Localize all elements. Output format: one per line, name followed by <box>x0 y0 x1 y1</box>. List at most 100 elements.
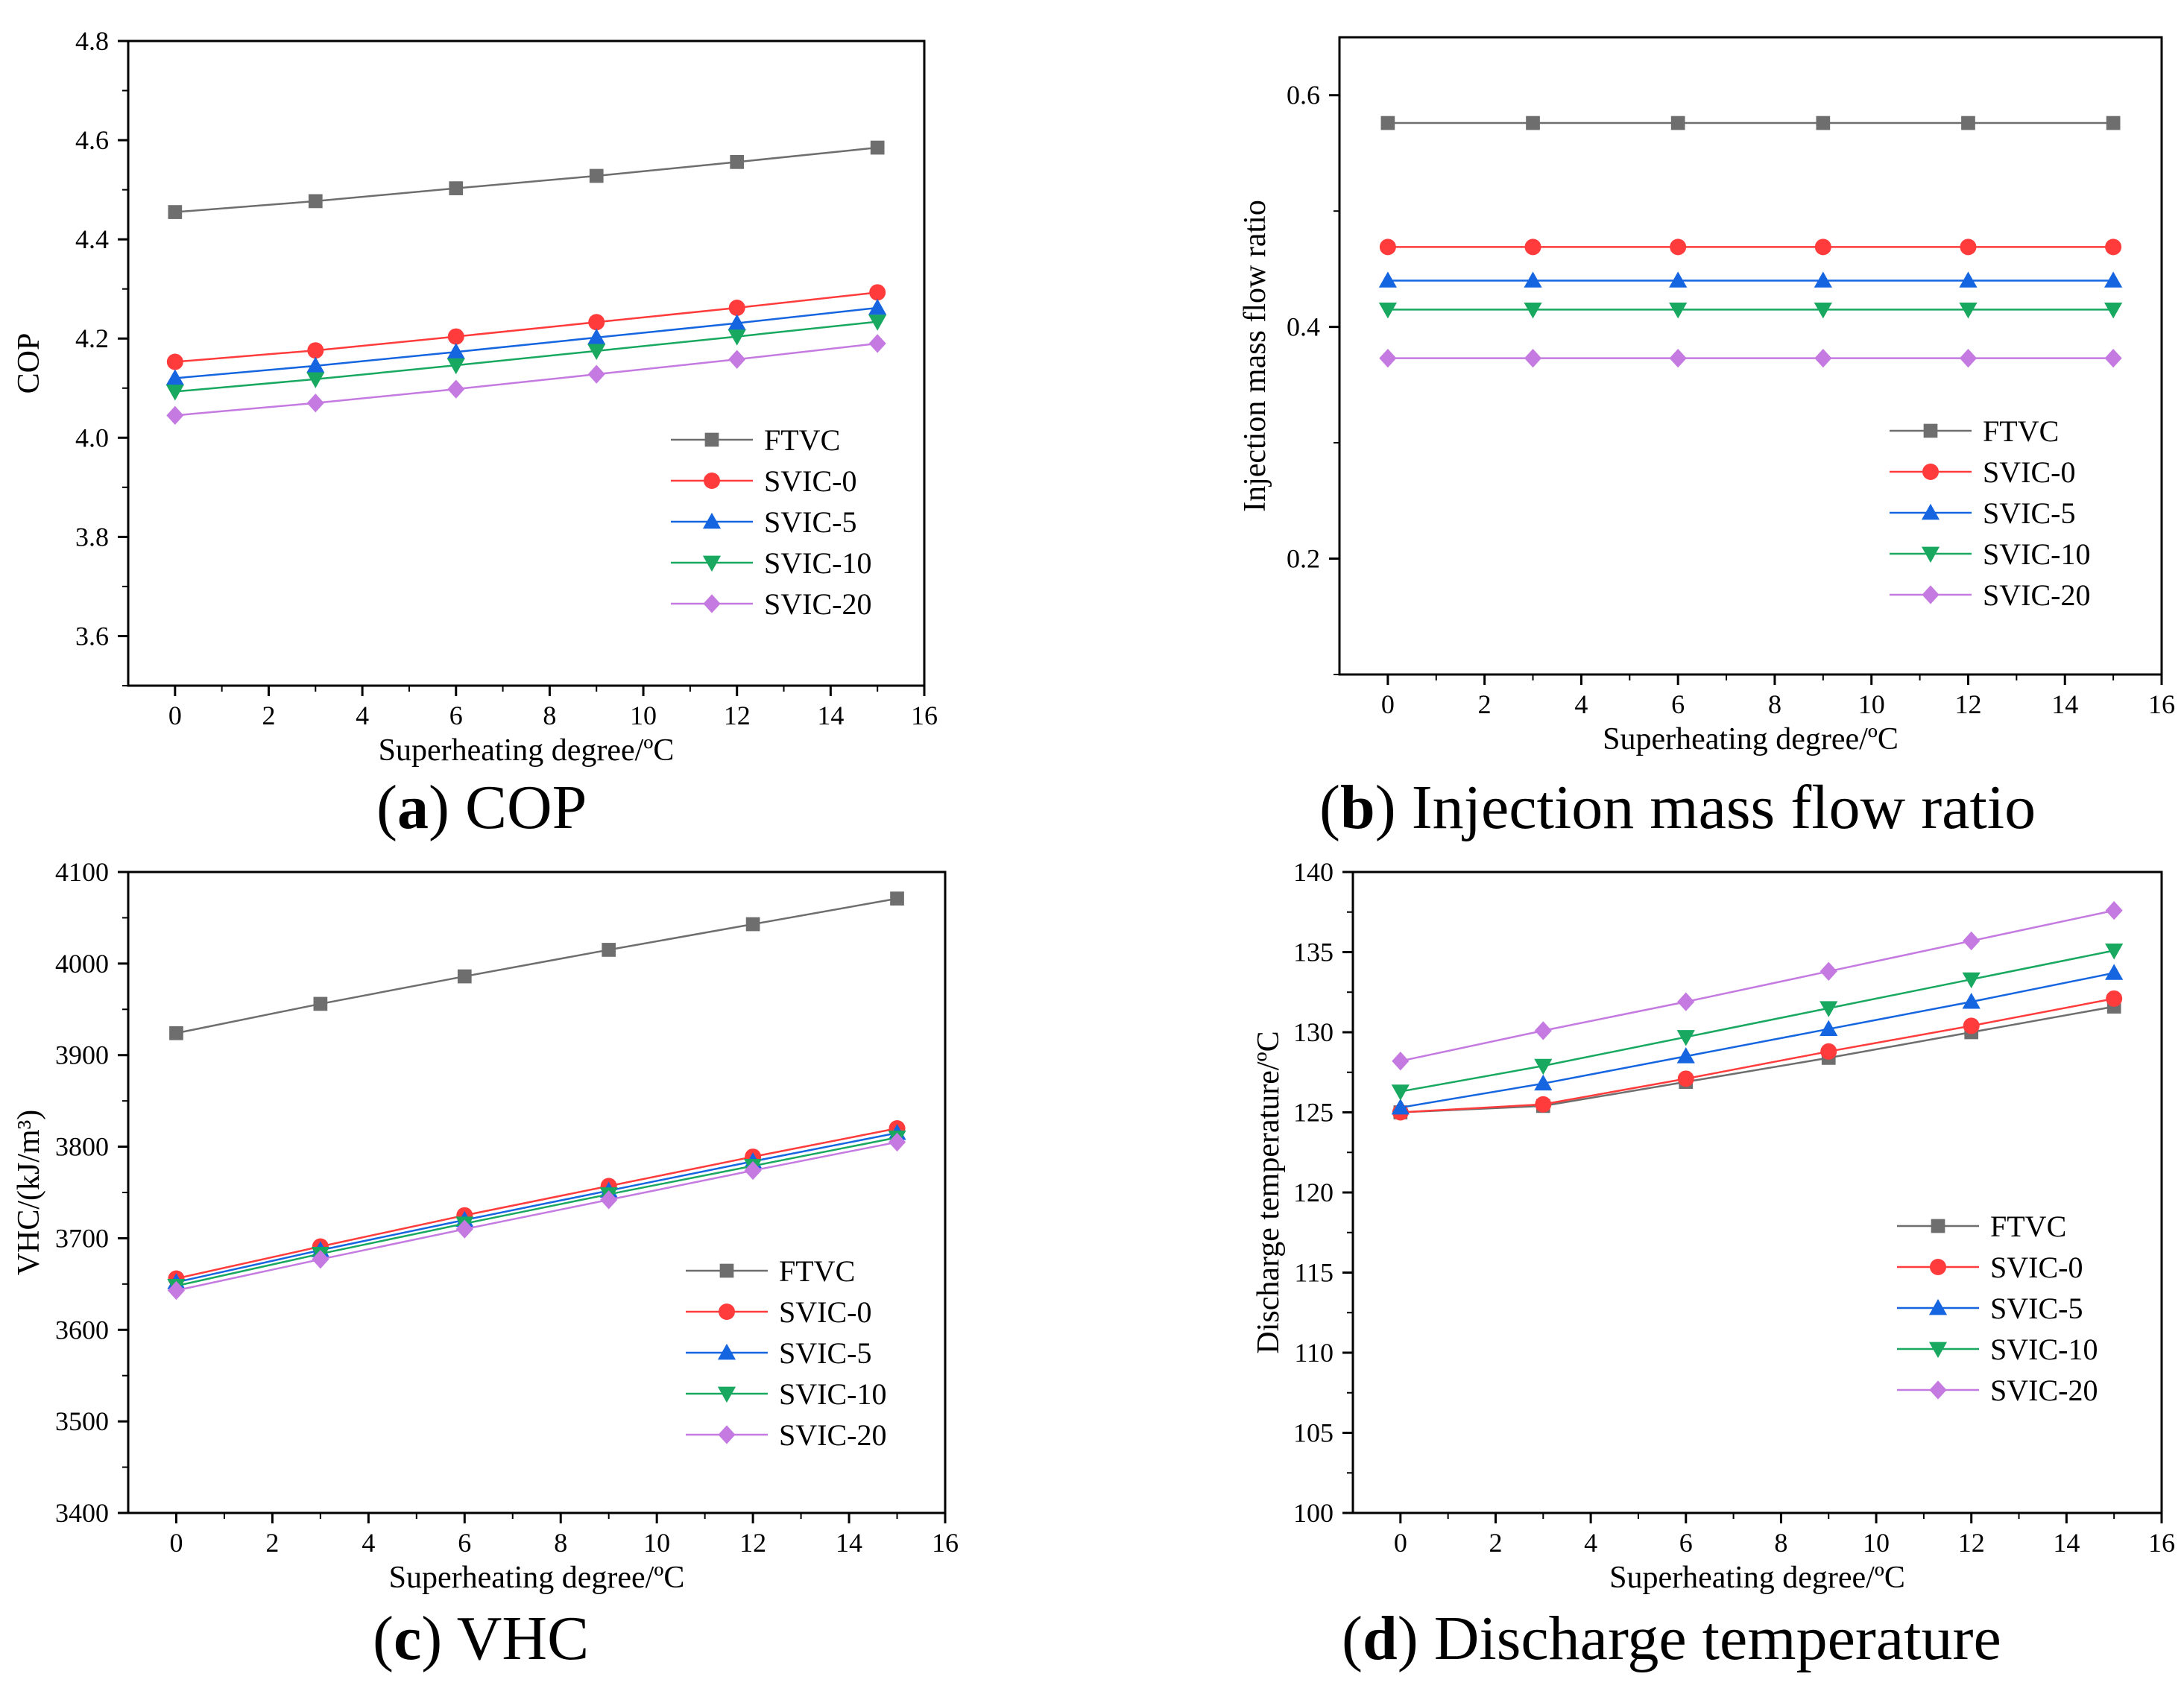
x-tick-label: 10 <box>1863 1528 1890 1558</box>
data-point-svic-20 <box>2105 900 2123 920</box>
data-point-ftvc <box>313 996 328 1011</box>
data-point-svic-5 <box>1676 1047 1695 1064</box>
plot-frame <box>127 40 926 687</box>
caption-b: (b) Injection mass flow ratio <box>1319 773 2036 842</box>
chart-injection-mass-flow-ratio: 0 2 4 6 8 10 12 14 16 0.2 0.4 0.6 Superheating degre… <box>1238 36 2175 756</box>
data-point-svic-5 <box>587 328 606 345</box>
data-point-svic-10 <box>1962 972 1981 989</box>
legend-label: SVIC-5 <box>1990 1292 2083 1325</box>
legend-label: SVIC-10 <box>764 546 871 580</box>
x-tick-label: 16 <box>2148 689 2175 719</box>
legend-label: FTVC <box>779 1254 855 1288</box>
legend-label: FTVC <box>1983 414 2059 448</box>
data-point-svic-5 <box>1962 993 1981 1009</box>
y-tick-label: 3900 <box>55 1040 109 1070</box>
y-tick-label: 3800 <box>55 1132 109 1162</box>
legend-marker <box>719 1263 734 1278</box>
x-tick-label: 4 <box>1574 689 1588 719</box>
data-point-ftvc <box>449 181 464 195</box>
y-tick-label: 0.4 <box>1287 312 1320 342</box>
data-point-svic-5 <box>728 314 746 330</box>
legend-label: SVIC-10 <box>1990 1333 2098 1366</box>
x-tick-label: 12 <box>739 1528 766 1558</box>
data-point-ftvc <box>168 205 183 219</box>
data-point-svic-10 <box>1378 302 1397 319</box>
data-point-svic-5 <box>1391 1098 1410 1115</box>
x-tick-label: 0 <box>169 1528 183 1558</box>
data-point-ftvc <box>730 155 745 169</box>
y-tick-label: 125 <box>1293 1098 1334 1128</box>
data-point-svic-20 <box>1820 961 1837 981</box>
caption-a: (a) COP <box>376 773 587 842</box>
legend-marker <box>703 594 721 613</box>
x-tick-label: 10 <box>630 701 657 730</box>
data-point-svic-10 <box>868 315 887 331</box>
series-line-svic-5 <box>174 306 878 379</box>
legend-label: SVIC-0 <box>1990 1251 2083 1284</box>
data-point-ftvc <box>1670 116 1685 130</box>
series-line-svic-20 <box>1400 909 2115 1062</box>
series-line-svic-0 <box>176 1127 897 1280</box>
legend-marker <box>1929 1380 1947 1400</box>
legend-marker <box>1921 503 1940 520</box>
y-tick-label: 3700 <box>55 1223 109 1253</box>
x-axis-label: Superheating degree/ºC <box>389 1561 685 1595</box>
y-tick-label: 4.6 <box>75 125 109 155</box>
data-point-ftvc <box>169 1026 183 1040</box>
data-point-svic-5 <box>165 369 184 385</box>
data-point-svic-5 <box>1959 271 1978 288</box>
data-point-ftvc <box>890 891 904 906</box>
data-point-svic-0 <box>1960 238 1977 256</box>
data-point-svic-20 <box>1677 992 1695 1011</box>
legend-label: SVIC-0 <box>779 1295 871 1329</box>
data-point-svic-20 <box>455 1219 473 1239</box>
data-point-ftvc <box>1961 116 1975 130</box>
legend-marker <box>717 1343 736 1360</box>
data-point-svic-20 <box>1963 931 1981 951</box>
chart-cop: 0 2 4 6 8 10 12 14 16 3.6 3.8 4.0 4.2 4.4 4.6 4.8 Superh… <box>12 26 938 768</box>
data-point-svic-0 <box>2106 990 2123 1007</box>
y-tick-label: 135 <box>1293 938 1334 967</box>
y-tick-label: 3400 <box>55 1498 109 1528</box>
data-point-svic-10 <box>1534 1058 1553 1075</box>
y-tick-label: 3600 <box>55 1315 109 1345</box>
y-tick-label: 110 <box>1294 1338 1334 1368</box>
series-line-svic-5 <box>176 1131 897 1283</box>
x-tick-label: 12 <box>1954 689 1981 719</box>
y-tick-label: 4.0 <box>75 423 109 452</box>
chart-vhc: 0 2 4 6 8 10 12 14 16 3400 3500 3600 3700 3800 3900 400… <box>12 857 959 1595</box>
data-point-svic-20 <box>1814 348 1832 368</box>
data-point-ftvc <box>1526 116 1540 130</box>
y-tick-label: 4.2 <box>75 323 109 353</box>
legend-marker <box>704 432 719 447</box>
legend-label: SVIC-5 <box>764 505 856 539</box>
data-point-svic-5 <box>1814 271 1832 288</box>
legend-marker <box>1923 423 1938 438</box>
y-tick-label: 4000 <box>55 949 109 979</box>
y-tick-label: 3.6 <box>75 621 109 651</box>
x-tick-label: 2 <box>265 1528 279 1558</box>
data-point-svic-0 <box>1670 238 1687 256</box>
caption-d: (d) Discharge temperature <box>1342 1604 2001 1673</box>
caption-c: (c) VHC <box>373 1604 590 1673</box>
x-tick-label: 2 <box>1478 689 1492 719</box>
data-point-svic-5 <box>868 298 887 315</box>
y-tick-label: 120 <box>1293 1178 1334 1207</box>
y-tick-label: 115 <box>1294 1258 1334 1288</box>
x-tick-label: 0 <box>168 701 182 730</box>
data-point-svic-20 <box>587 364 605 384</box>
legend-marker <box>1922 464 1939 480</box>
x-tick-label: 14 <box>2053 1528 2080 1558</box>
y-tick-label: 0.6 <box>1287 80 1320 110</box>
data-point-ftvc <box>1380 116 1395 130</box>
y-tick-label: 130 <box>1293 1017 1334 1047</box>
legend-marker <box>1921 546 1940 563</box>
legend-label: SVIC-20 <box>764 587 871 621</box>
x-tick-label: 14 <box>836 1528 862 1558</box>
legend-label: SVIC-20 <box>1983 578 2090 612</box>
y-axis-label: VHC/(kJ/m³) <box>12 1110 46 1276</box>
data-point-svic-0 <box>2105 238 2122 256</box>
x-tick-label: 6 <box>449 701 463 730</box>
data-point-svic-10 <box>1814 302 1832 319</box>
data-point-svic-0 <box>1379 238 1396 256</box>
